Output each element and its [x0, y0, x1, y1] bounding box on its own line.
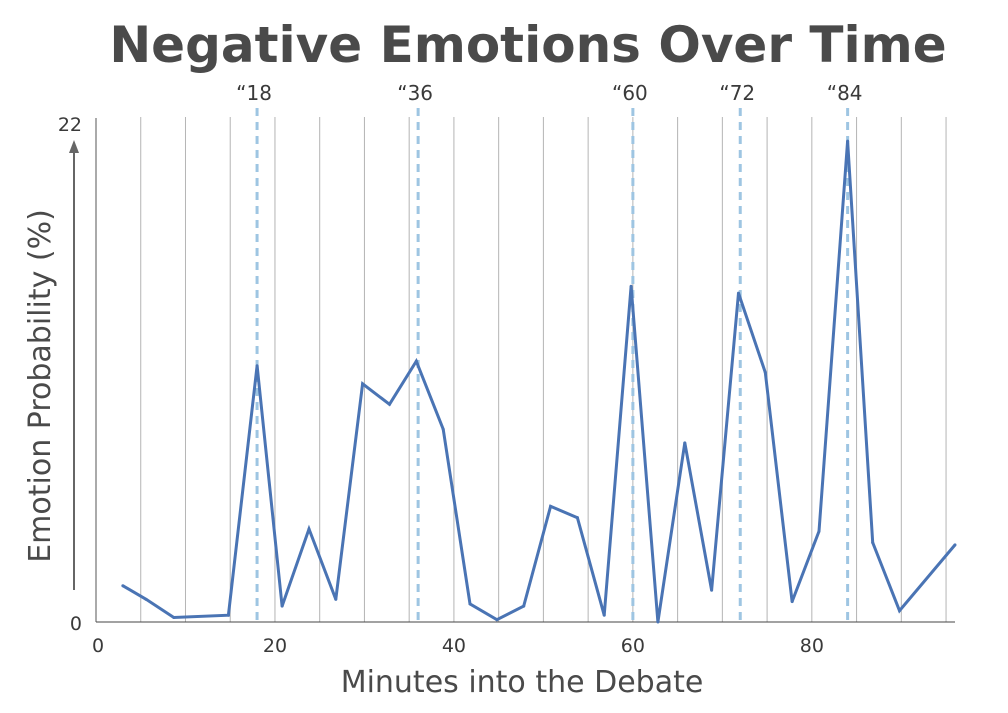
data-point	[307, 527, 311, 531]
marker-lines: “18 “36 “60 “72 “84	[236, 81, 863, 624]
data-point	[817, 529, 821, 533]
data-point	[898, 609, 902, 613]
series-group	[121, 139, 957, 624]
data-point	[172, 615, 176, 619]
data-point	[495, 618, 499, 622]
marker-label: “72	[719, 81, 755, 105]
data-point	[255, 364, 259, 368]
data-point	[763, 371, 767, 374]
data-point	[549, 504, 553, 508]
x-tick-label: 40	[442, 635, 466, 657]
x-axis-label: Minutes into the Debate	[341, 665, 704, 700]
y-tick-label: 22	[58, 114, 82, 136]
x-tick-label: 0	[92, 635, 104, 657]
data-point	[441, 427, 445, 431]
data-point	[736, 291, 740, 295]
data-point	[846, 139, 850, 143]
data-point	[522, 604, 526, 608]
data-point	[575, 516, 579, 520]
data-point	[361, 382, 365, 386]
data-point	[226, 613, 230, 617]
data-point	[602, 613, 606, 617]
data-point	[790, 600, 794, 604]
marker-label: “36	[397, 81, 433, 105]
y-tick-label: 0	[70, 613, 82, 635]
data-point	[414, 359, 418, 363]
data-point	[121, 584, 125, 588]
marker-label: “18	[236, 81, 272, 105]
x-tick-label: 80	[800, 635, 824, 657]
marker-label: “60	[612, 81, 648, 105]
data-point	[953, 543, 957, 547]
gridlines	[140, 117, 947, 622]
data-point	[280, 604, 284, 608]
y-axis-arrow-icon	[69, 140, 79, 153]
y-tick-labels: 0 22	[58, 114, 82, 635]
data-point	[710, 588, 714, 592]
x-tick-label: 60	[621, 635, 645, 657]
data-point	[656, 620, 660, 624]
y-axis-label: Emotion Probability (%)	[23, 209, 58, 563]
data-point	[629, 284, 633, 288]
data-point	[871, 541, 875, 545]
data-point	[387, 402, 391, 406]
data-point	[334, 597, 338, 601]
series-line	[122, 140, 957, 623]
x-tick-label: 20	[263, 635, 287, 657]
x-tick-labels: 0 20 40 60 80	[92, 635, 824, 657]
data-point	[683, 441, 687, 445]
marker-label: “84	[827, 81, 863, 105]
data-point	[144, 597, 148, 601]
chart-title: Negative Emotions Over Time	[109, 16, 946, 74]
data-point	[468, 602, 472, 606]
